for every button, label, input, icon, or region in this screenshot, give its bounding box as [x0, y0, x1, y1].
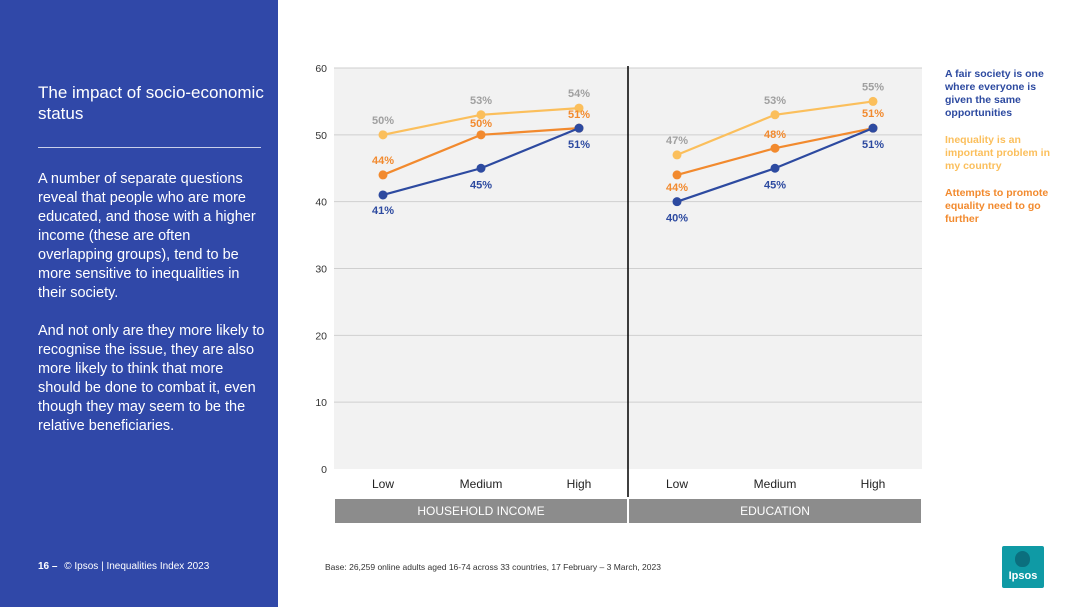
data-point — [574, 103, 584, 113]
ipsos-logo: Ipsos — [1002, 546, 1044, 588]
body-paragraph-2: And not only are they more likely to rec… — [38, 323, 265, 434]
legend-item-inequality-problem: Inequality is an important problem in my… — [945, 134, 1050, 172]
y-tick-label: 0 — [321, 464, 327, 476]
data-point — [378, 130, 388, 140]
data-label: 55% — [862, 81, 884, 93]
data-point — [378, 190, 388, 200]
base-note: Base: 26,259 online adults aged 16-74 ac… — [325, 562, 661, 572]
chart-legend: A fair society is one where everyone is … — [945, 68, 1063, 240]
data-label: 54% — [568, 88, 590, 100]
footer: 16 – © Ipsos | Inequalities Index 2023 — [38, 561, 209, 572]
x-tick-label: Low — [666, 477, 688, 491]
body-paragraph-1: A number of separate questions reveal th… — [38, 171, 256, 301]
data-point — [378, 170, 388, 180]
data-label: 50% — [372, 115, 394, 127]
data-point — [868, 123, 878, 133]
legend-item-fair-society: A fair society is one where everyone is … — [945, 68, 1044, 119]
legend-item-promote-equality: Attempts to promote equality need to go … — [945, 187, 1049, 225]
y-tick-label: 50 — [315, 130, 327, 142]
data-label: 48% — [764, 129, 786, 141]
group-label-bar — [629, 499, 921, 523]
data-label: 51% — [862, 139, 884, 151]
data-label: 51% — [862, 108, 884, 120]
data-point — [672, 197, 682, 207]
y-tick-label: 60 — [315, 63, 327, 75]
data-point — [476, 130, 486, 140]
data-label: 44% — [372, 155, 394, 167]
data-label: 51% — [568, 139, 590, 151]
page-title: The impact of socio-economic status — [38, 83, 264, 123]
y-tick-label: 40 — [315, 197, 327, 209]
data-point — [476, 163, 486, 173]
y-tick-label: 30 — [315, 264, 327, 276]
data-label: 53% — [470, 95, 492, 107]
x-tick-label: Medium — [754, 477, 797, 491]
data-point — [476, 110, 486, 120]
data-label: 50% — [470, 118, 492, 130]
data-point — [574, 123, 584, 133]
logo-mark-icon — [1015, 551, 1030, 567]
body-text: A number of separate questions reveal th… — [38, 170, 266, 455]
x-tick-label: High — [861, 477, 886, 491]
data-point — [868, 96, 878, 106]
group-label: HOUSEHOLD INCOME — [417, 504, 544, 518]
page-number: 16 – — [38, 561, 58, 572]
data-label: 45% — [764, 179, 786, 191]
sidebar-panel: The impact of socio-economic status A nu… — [0, 0, 278, 607]
title-divider — [38, 147, 261, 148]
data-label: 40% — [666, 213, 688, 225]
y-tick-label: 10 — [315, 397, 327, 409]
footer-source: © Ipsos | Inequalities Index 2023 — [64, 561, 210, 572]
logo-text: Ipsos — [1008, 570, 1038, 582]
data-point — [672, 170, 682, 180]
data-point — [770, 163, 780, 173]
data-label: 45% — [470, 179, 492, 191]
data-label: 47% — [666, 135, 688, 147]
x-tick-label: Low — [372, 477, 394, 491]
line-chart: 0 10 20 30 40 50 60 Low Medium High HOUSEHOLD INCO… — [315, 63, 922, 523]
data-point — [770, 110, 780, 120]
group-label: EDUCATION — [740, 504, 810, 518]
y-tick-label: 20 — [315, 330, 327, 342]
x-tick-label: Medium — [460, 477, 503, 491]
data-label: 44% — [666, 182, 688, 194]
x-tick-label: High — [567, 477, 592, 491]
data-label: 51% — [568, 109, 590, 121]
data-point — [770, 143, 780, 153]
data-point — [672, 150, 682, 160]
data-label: 41% — [372, 205, 394, 217]
data-label: 53% — [764, 95, 786, 107]
group-label-bar — [335, 499, 627, 523]
